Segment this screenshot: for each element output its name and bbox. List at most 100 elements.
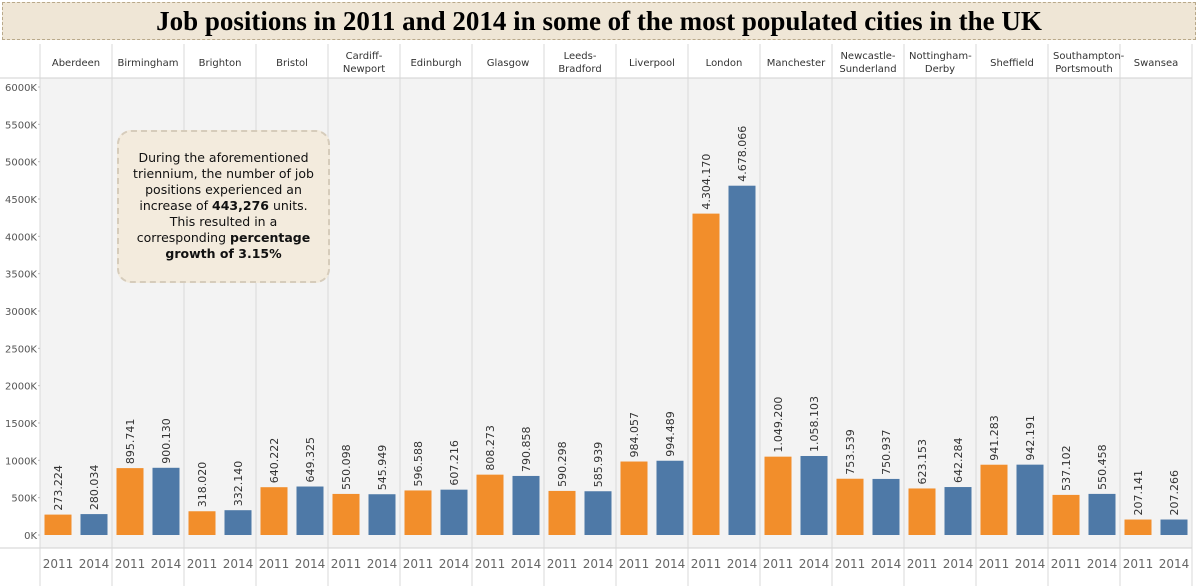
value-label: 900.130 <box>160 418 173 464</box>
y-tick-label: 2500K <box>5 344 37 355</box>
city-label: Newcastle-Sunderland <box>839 51 897 75</box>
annotation-highlight: 443,276 <box>212 198 269 213</box>
x-tick-label: 2014 <box>943 557 974 571</box>
bar <box>1052 494 1080 535</box>
x-tick-label: 2011 <box>403 557 434 571</box>
bar <box>152 467 180 535</box>
value-label: 273.224 <box>52 465 65 511</box>
x-tick-label: 2011 <box>115 557 146 571</box>
bar <box>980 464 1008 535</box>
x-tick-label: 2014 <box>799 557 830 571</box>
panel-header: Bristol <box>256 46 328 80</box>
y-tick-label: 4000K <box>5 232 37 243</box>
bar <box>188 511 216 535</box>
panel-header: Aberdeen <box>40 46 112 80</box>
bar <box>116 468 144 535</box>
bar <box>1088 493 1116 535</box>
value-label: 545.949 <box>376 445 389 491</box>
value-label: 623.153 <box>916 439 929 485</box>
panel-header: Liverpool <box>616 46 688 80</box>
bar <box>548 490 576 535</box>
value-label: 808.273 <box>484 425 497 471</box>
bar <box>476 474 504 535</box>
panel-header: Glasgow <box>472 46 544 80</box>
x-tick-label: 2014 <box>151 557 182 571</box>
bar <box>1124 519 1152 535</box>
panel-header: Newcastle-Sunderland <box>832 46 904 80</box>
value-label: 649.325 <box>304 437 317 483</box>
x-tick-label: 2011 <box>187 557 218 571</box>
y-tick-label: 500K <box>11 494 37 505</box>
value-label: 790.858 <box>520 426 533 472</box>
value-label: 4.678.066 <box>736 126 749 182</box>
value-label: 640.222 <box>268 438 281 484</box>
x-tick-label: 2011 <box>835 557 866 571</box>
x-tick-label: 2011 <box>979 557 1010 571</box>
bar <box>1016 464 1044 535</box>
bar <box>80 514 108 535</box>
value-label: 1.049.200 <box>772 397 785 453</box>
annotation-highlight: percentage growth of 3.15% <box>165 230 311 261</box>
y-tick-label: 1000K <box>5 456 37 467</box>
value-label: 207.141 <box>1132 470 1145 516</box>
bar <box>584 491 612 535</box>
panel-header: Birmingham <box>112 46 184 80</box>
bar <box>620 461 648 535</box>
value-label: 280.034 <box>88 465 101 511</box>
bar <box>692 213 720 535</box>
annotation-text: During the aforementioned triennium, the… <box>133 150 314 213</box>
value-label: 941.283 <box>988 415 1001 461</box>
bar <box>44 514 72 535</box>
city-label: Sheffield <box>990 57 1034 69</box>
value-label: 585.939 <box>592 442 605 488</box>
panel-header: Leeds-Bradford <box>544 46 616 80</box>
bar <box>908 488 936 535</box>
annotation-text: units. This resulted in a corresponding <box>136 198 308 245</box>
city-label: Swansea <box>1133 57 1179 69</box>
x-tick-label: 2014 <box>871 557 902 571</box>
x-tick-label: 2011 <box>259 557 290 571</box>
x-tick-label: 2014 <box>1087 557 1118 571</box>
city-label: Southampton-Portsmouth <box>1053 51 1125 75</box>
x-tick-label: 2011 <box>691 557 722 571</box>
chart-title: Job positions in 2011 and 2014 in some o… <box>2 2 1196 40</box>
y-tick-label: 4500K <box>5 195 37 206</box>
bar <box>656 460 684 535</box>
x-tick-label: 2011 <box>331 557 362 571</box>
value-label: 750.937 <box>880 429 893 475</box>
bar <box>224 510 252 535</box>
bar <box>800 455 828 535</box>
value-label: 642.284 <box>952 438 965 484</box>
panel-header: Swansea <box>1120 46 1192 80</box>
x-tick-label: 2014 <box>1015 557 1046 571</box>
y-tick-label: 6000K <box>5 83 37 94</box>
bar <box>296 486 324 535</box>
bar <box>440 489 468 535</box>
x-tick-label: 2014 <box>655 557 686 571</box>
panel-header: Sheffield <box>976 46 1048 80</box>
value-label: 4.304.170 <box>700 154 713 210</box>
x-tick-label: 2011 <box>763 557 794 571</box>
panel-header: Edinburgh <box>400 46 472 80</box>
panel-header: Nottingham-Derby <box>904 46 976 80</box>
bar <box>836 478 864 535</box>
x-tick-label: 2011 <box>907 557 938 571</box>
x-tick-label: 2014 <box>1159 557 1190 571</box>
bar <box>728 185 756 535</box>
city-label: London <box>705 57 743 69</box>
panel-header: Southampton-Portsmouth <box>1048 46 1125 80</box>
city-label: Edinburgh <box>410 57 462 69</box>
value-label: 607.216 <box>448 440 461 486</box>
x-tick-label: 2011 <box>619 557 650 571</box>
bar <box>944 487 972 535</box>
value-label: 590.298 <box>556 441 569 487</box>
x-tick-label: 2011 <box>1123 557 1154 571</box>
value-label: 994.489 <box>664 411 677 457</box>
city-label: Liverpool <box>629 57 675 69</box>
y-tick-label: 3500K <box>5 270 37 281</box>
bar <box>764 456 792 535</box>
x-tick-label: 2014 <box>367 557 398 571</box>
city-label: Cardiff-Newport <box>342 51 386 75</box>
